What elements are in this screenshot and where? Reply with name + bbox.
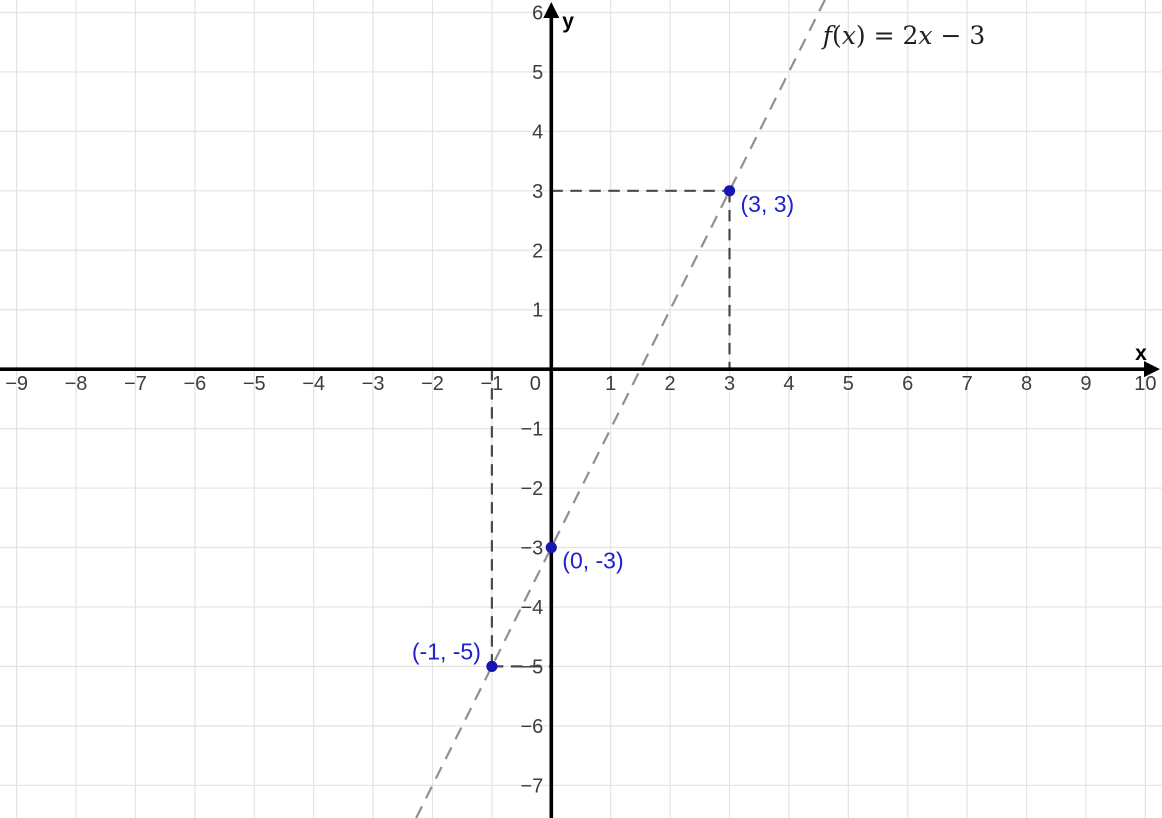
x-axis-arrow-icon [1144,361,1160,378]
function-equation-part: ( [832,21,842,50]
function-equation-part: f [821,21,836,50]
y-tick-label: −6 [520,716,543,738]
x-tick-label: −6 [183,373,206,395]
data-point [486,660,498,673]
x-tick-label: −5 [243,373,266,395]
y-tick-label: −5 [520,656,543,678]
point-label: (-1, -5) [412,638,481,664]
function-equation-label: f(x) = 2x − 3 [821,21,986,50]
x-tick-label: −2 [421,373,444,395]
y-tick-label: 3 [532,181,543,203]
function-equation-part: ) = 2 [856,21,919,50]
y-tick-label: −7 [520,775,543,797]
y-tick-label: −2 [520,478,543,500]
point-label: (0, -3) [562,548,623,574]
function-equation-part: − 3 [933,21,986,50]
x-tick-label: 10 [1134,373,1156,395]
y-tick-label: −1 [520,419,543,441]
y-axis-arrow-icon [543,2,560,18]
y-axis-label: y [562,10,574,33]
x-tick-label: 7 [962,373,973,395]
data-point [723,185,736,197]
y-tick-label: −3 [520,538,543,560]
x-tick-label: −1 [480,373,503,395]
function-equation-part: x [918,21,932,50]
y-tick-label: 2 [532,240,543,262]
x-tick-label: −4 [302,373,325,395]
x-tick-label: 4 [783,373,794,395]
x-tick-label: −8 [65,373,88,395]
y-tick-label: 1 [532,300,543,322]
x-tick-label: −9 [5,373,28,395]
x-tick-label: −3 [362,373,385,395]
x-tick-label: 8 [1021,373,1032,395]
function-equation-part: x [842,21,856,50]
point-label: (3, 3) [741,191,795,217]
y-tick-label: 4 [532,121,543,143]
y-tick-label: 6 [532,2,543,24]
x-tick-label: 9 [1080,373,1091,395]
x-tick-label: 6 [902,373,913,395]
x-tick-label: 2 [665,373,676,395]
y-tick-label: 5 [532,62,543,84]
y-tick-label: −4 [520,597,543,619]
data-point [545,541,557,554]
x-tick-label: −7 [124,373,147,395]
x-tick-label: 1 [605,373,616,395]
function-line [415,0,826,818]
x-axis-label: x [1135,342,1147,365]
x-tick-label: 3 [724,373,735,395]
x-tick-label: 5 [843,373,854,395]
x-tick-label: 0 [530,373,541,395]
